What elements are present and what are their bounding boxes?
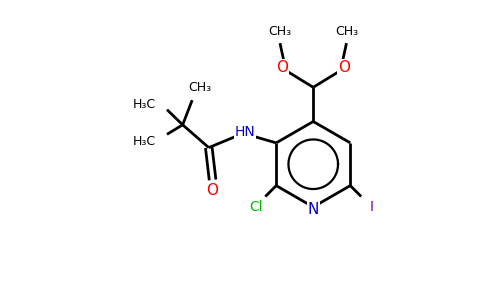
Text: CH₃: CH₃ (188, 81, 212, 94)
Text: Cl: Cl (249, 200, 263, 214)
Text: CH₃: CH₃ (269, 25, 291, 38)
Text: O: O (207, 183, 219, 198)
Text: H₃C: H₃C (133, 135, 156, 148)
Text: O: O (276, 60, 288, 75)
Text: CH₃: CH₃ (335, 25, 358, 38)
Text: HN: HN (235, 125, 255, 139)
Text: I: I (370, 200, 374, 214)
Text: N: N (307, 202, 319, 217)
Text: O: O (338, 60, 350, 75)
Text: H₃C: H₃C (133, 98, 156, 111)
